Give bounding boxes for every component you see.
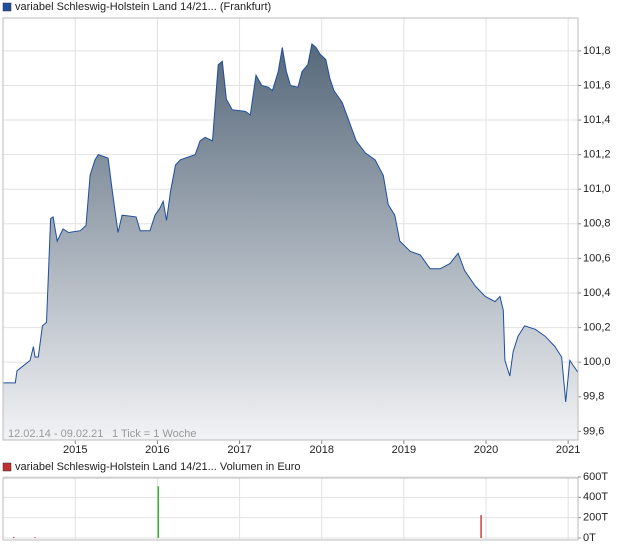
x-tick-label: 2016: [145, 444, 169, 456]
y-tick-label: 101,0: [583, 183, 611, 195]
x-tick-label: 2021: [556, 444, 580, 456]
y-tick-label: 100,8: [583, 218, 611, 230]
y-tick-label: 101,6: [583, 79, 611, 91]
plot-frame: [2, 477, 579, 541]
legend-label: variabel Schleswig-Holstein Land 14/21..…: [15, 461, 301, 473]
y-tick-label: 101,4: [583, 114, 611, 126]
volume-bar: [480, 515, 482, 538]
plot-frame: [2, 17, 579, 441]
y-tick-label: 100,4: [583, 287, 611, 299]
volume-bar: [157, 486, 159, 538]
legend-label: variabel Schleswig-Holstein Land 14/21..…: [15, 1, 271, 13]
x-tick-label: 2018: [309, 444, 333, 456]
y-tick-label: 101,8: [583, 45, 611, 57]
y-tick-label: 0T: [583, 532, 596, 544]
x-tick-label: 2017: [227, 444, 251, 456]
y-tick-label: 600T: [583, 471, 608, 483]
y-tick-label: 200T: [583, 512, 608, 524]
price-line: [3, 42, 579, 403]
legend-swatch: [2, 462, 12, 472]
y-tick-label: 100,6: [583, 252, 611, 264]
area-fill: [3, 43, 578, 441]
price-panel: 99,6 99,8 100,0 100,2 100,4 100,6 100,8 101,0 10…: [3, 18, 611, 456]
volume-bar: [12, 536, 15, 538]
y-tick-label: 400T: [583, 491, 608, 503]
tick-info: 1 Tick = 1 Woche: [112, 428, 196, 440]
volume-panel: 0T 200T 400T 600T: [3, 471, 608, 544]
y-tick-label: 100,2: [583, 321, 611, 333]
x-tick-label: 2019: [392, 444, 416, 456]
volume-bar: [34, 537, 36, 538]
y-tick-label: 101,2: [583, 149, 611, 161]
x-tick-label: 2015: [63, 444, 87, 456]
y-tick-label: 100,0: [583, 356, 611, 368]
y-tick-label: 99,6: [583, 425, 604, 437]
date-range: 12.02.14 - 09.02.21: [8, 428, 103, 440]
x-tick-label: 2020: [474, 444, 498, 456]
y-tick-label: 99,8: [583, 391, 604, 403]
legend-swatch: [2, 2, 12, 12]
